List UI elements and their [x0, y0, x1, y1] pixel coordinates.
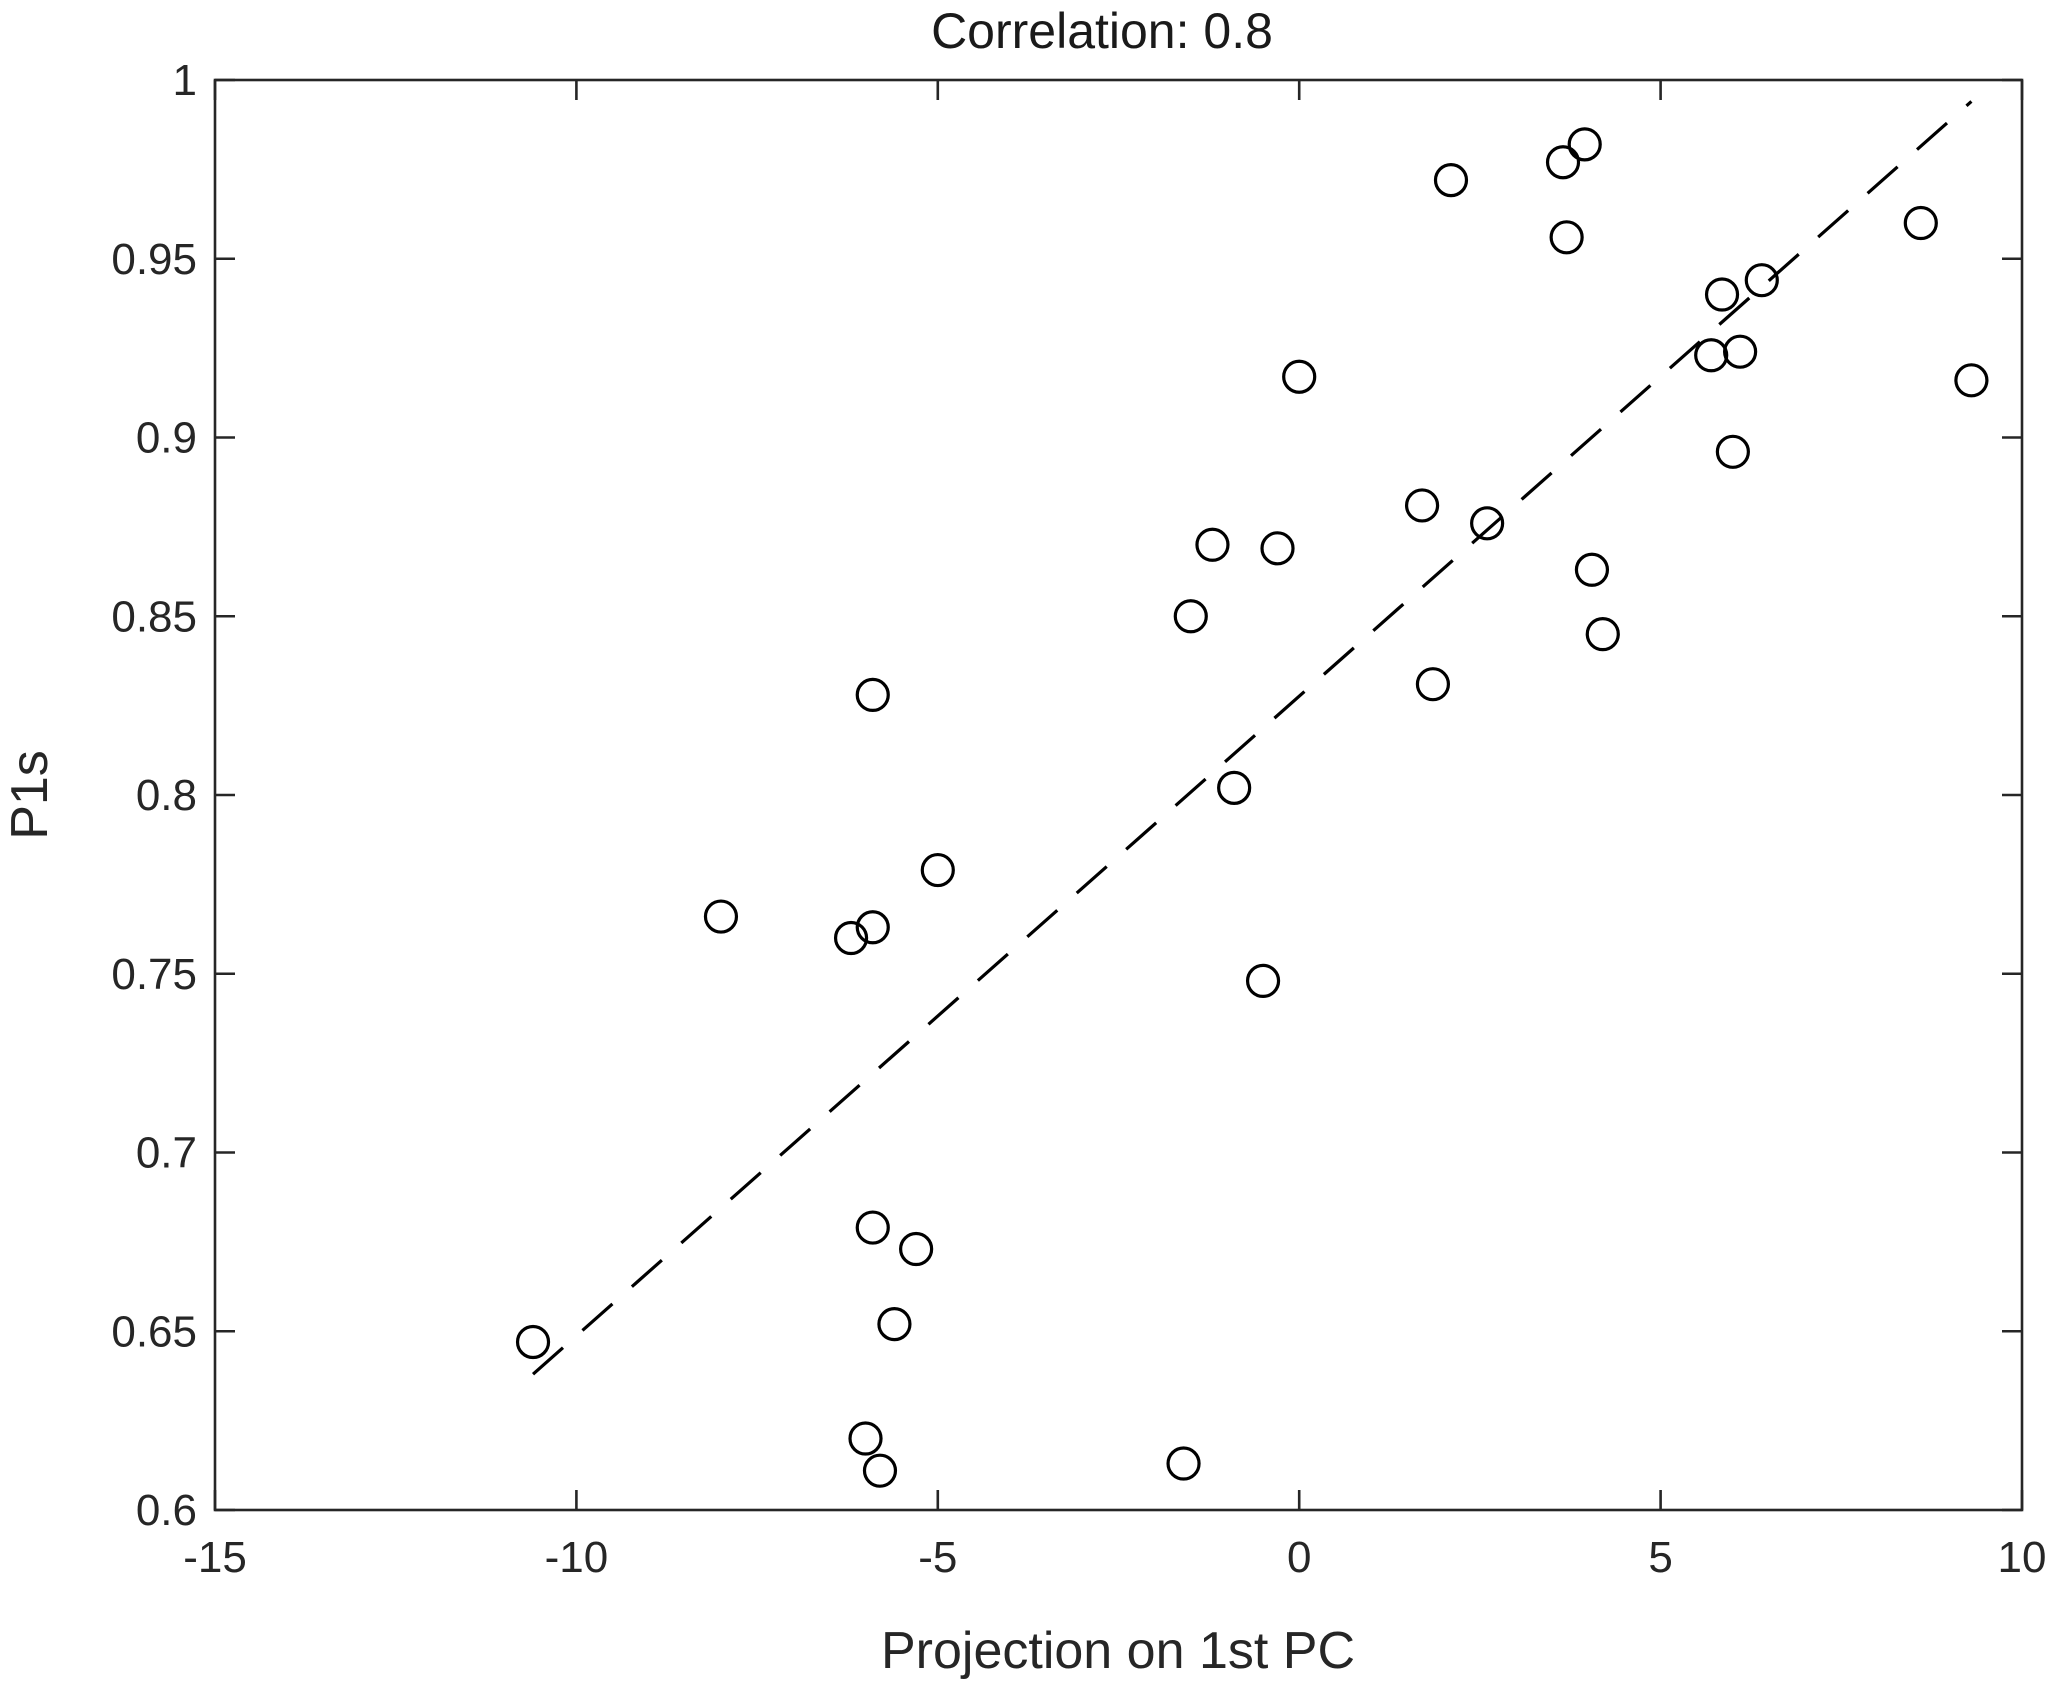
x-tick-label: 0 — [1287, 1533, 1311, 1582]
trend-line — [531, 100, 1973, 1376]
data-point — [920, 852, 955, 888]
data-point — [1195, 527, 1230, 562]
y-tick-label: 1 — [173, 56, 197, 105]
data-point — [1723, 334, 1758, 369]
data-point — [1704, 277, 1740, 312]
plot-frame — [213, 78, 2024, 1512]
data-point — [515, 1324, 551, 1360]
data-point — [1549, 220, 1584, 255]
data-point — [1166, 1446, 1201, 1481]
x-tick-label: -15 — [183, 1533, 247, 1582]
y-tick-label: 0.6 — [136, 1486, 197, 1535]
data-point — [1585, 617, 1620, 652]
data-point — [1404, 488, 1440, 523]
y-axis-label: P1s — [1, 750, 59, 840]
chart-title: Correlation: 0.8 — [931, 3, 1273, 59]
data-point — [1173, 599, 1208, 634]
x-tick-label: 10 — [1998, 1533, 2047, 1582]
data-point — [703, 899, 739, 934]
data-point — [833, 920, 869, 956]
data-point — [1282, 359, 1317, 394]
data-point — [877, 1306, 912, 1342]
data-point — [1744, 263, 1779, 298]
data-point — [1545, 145, 1581, 180]
x-axis: -15 -10 -5 0 5 10 — [183, 80, 2046, 1582]
data-point — [1433, 163, 1469, 198]
y-tick-label: 0.8 — [136, 771, 197, 820]
data-point — [1470, 506, 1505, 541]
data-point — [899, 1231, 934, 1267]
data-point — [1245, 963, 1281, 999]
y-tick-label: 0.7 — [136, 1129, 197, 1178]
y-tick-label: 0.9 — [136, 414, 197, 463]
data-point — [855, 1210, 890, 1245]
y-tick-label: 0.75 — [111, 950, 197, 999]
data-point — [1217, 770, 1252, 805]
data-point — [855, 677, 890, 713]
data-points — [515, 127, 1989, 1488]
data-point — [862, 1453, 898, 1488]
data-point — [1260, 531, 1295, 566]
data-point — [1715, 434, 1750, 469]
x-axis-label: Projection on 1st PC — [881, 1622, 1355, 1680]
data-point — [1694, 338, 1729, 373]
y-tick-label: 0.95 — [111, 235, 197, 284]
data-point — [1567, 127, 1602, 162]
x-tick-label: 5 — [1648, 1533, 1672, 1582]
x-tick-label: -5 — [918, 1533, 957, 1582]
y-tick-label: 0.65 — [111, 1307, 197, 1356]
data-point — [1903, 205, 1938, 241]
data-point — [1574, 552, 1610, 587]
y-tick-label: 0.85 — [111, 592, 197, 641]
x-tick-label: -10 — [545, 1533, 609, 1582]
y-axis: 0.6 0.65 0.7 0.75 0.8 0.85 0.9 0.95 1 — [111, 56, 2022, 1535]
data-point — [1415, 667, 1451, 702]
data-point — [848, 1421, 883, 1456]
data-point — [1954, 363, 1989, 398]
data-point — [855, 910, 890, 945]
